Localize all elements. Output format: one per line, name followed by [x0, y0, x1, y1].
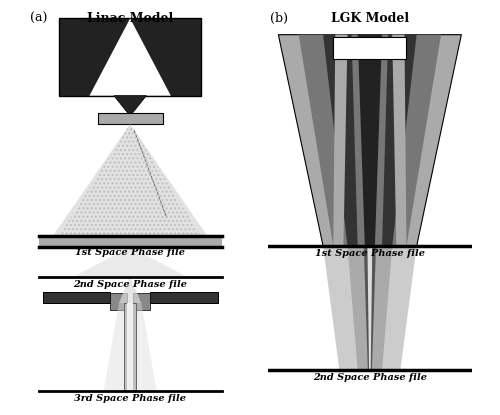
Bar: [98, 113, 162, 124]
Text: 1st Space Phase file: 1st Space Phase file: [75, 248, 185, 257]
Text: Linac Model: Linac Model: [87, 12, 174, 25]
Polygon shape: [348, 246, 392, 370]
Polygon shape: [392, 35, 406, 246]
Polygon shape: [298, 35, 441, 246]
Polygon shape: [358, 35, 382, 246]
Bar: [38, 236, 222, 247]
Polygon shape: [334, 35, 347, 246]
Bar: [59, 18, 202, 96]
Polygon shape: [323, 35, 416, 246]
Polygon shape: [104, 303, 156, 391]
Text: 2nd Space Phase file: 2nd Space Phase file: [313, 373, 427, 382]
Text: 2nd Space Phase file: 2nd Space Phase file: [73, 280, 187, 289]
Polygon shape: [364, 246, 376, 370]
Text: (b): (b): [270, 12, 288, 25]
Polygon shape: [53, 124, 208, 236]
Polygon shape: [119, 277, 142, 303]
Polygon shape: [323, 246, 416, 370]
Polygon shape: [73, 247, 187, 277]
Bar: [42, 292, 110, 303]
Polygon shape: [114, 96, 146, 116]
Text: 3rd Space Phase file: 3rd Space Phase file: [74, 393, 186, 403]
Text: LGK Model: LGK Model: [331, 12, 409, 25]
Bar: [133, 293, 150, 310]
Bar: [124, 303, 136, 391]
Polygon shape: [352, 35, 365, 246]
Polygon shape: [278, 35, 462, 246]
Polygon shape: [368, 246, 372, 370]
Bar: [128, 303, 133, 391]
Text: (a): (a): [30, 12, 48, 25]
Bar: [334, 37, 406, 59]
Polygon shape: [90, 18, 171, 96]
Text: 1st Space Phase file: 1st Space Phase file: [315, 249, 425, 258]
Polygon shape: [375, 35, 388, 246]
Bar: [150, 292, 218, 303]
Bar: [110, 293, 127, 310]
